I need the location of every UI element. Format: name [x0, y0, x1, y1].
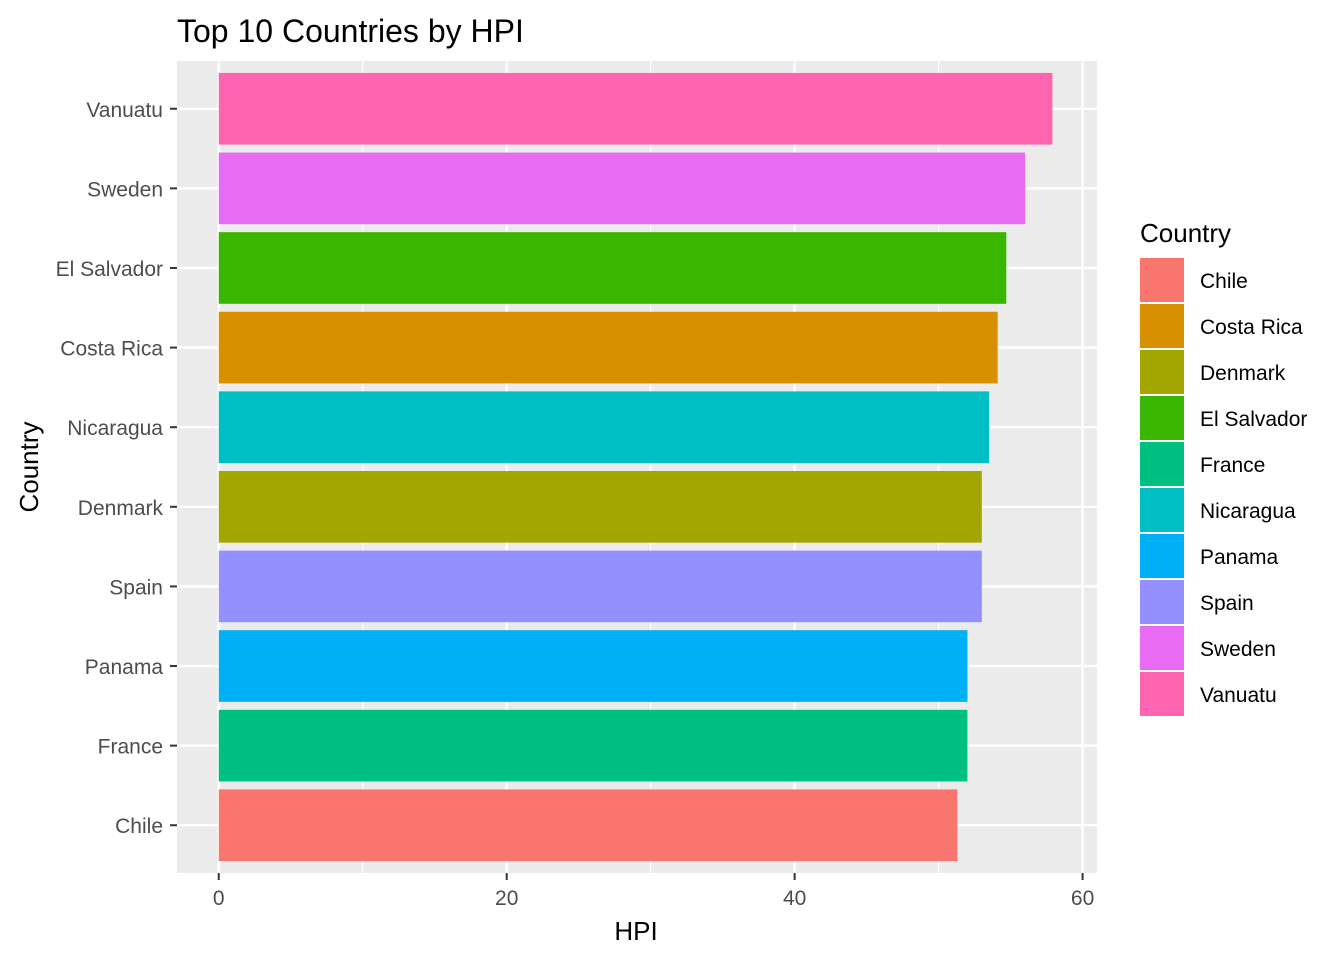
legend-label: Vanuatu: [1200, 684, 1277, 707]
legend-key: [1140, 442, 1184, 486]
legend-key: [1140, 672, 1184, 716]
legend-key: [1140, 258, 1184, 302]
bar-spain: [218, 550, 982, 623]
y-tick-label: Sweden: [87, 178, 163, 201]
legend-key: [1140, 534, 1184, 578]
bar-el-salvador: [218, 232, 1007, 304]
x-tick-label: 40: [783, 887, 806, 910]
x-axis-title: HPI: [614, 916, 657, 946]
bar-panama: [218, 630, 968, 702]
y-tick-label: France: [98, 736, 163, 759]
y-tick-label: Nicaragua: [67, 417, 163, 440]
legend-key: [1140, 580, 1184, 624]
bar-france: [218, 709, 968, 782]
legend-label: Spain: [1200, 592, 1254, 615]
legend-label: Panama: [1200, 546, 1279, 569]
y-tick-label: Panama: [85, 656, 164, 679]
legend-label: El Salvador: [1200, 408, 1307, 431]
y-axis: Vanuatu Sweden El Salvador Costa Rica Nicara…: [56, 99, 177, 838]
legend-label: Costa Rica: [1200, 316, 1303, 339]
bars: [218, 72, 1053, 862]
y-axis-title: Country: [14, 421, 44, 512]
y-tick-label: Spain: [109, 576, 163, 599]
legend-key: [1140, 626, 1184, 670]
chart-title: Top 10 Countries by HPI: [177, 13, 524, 49]
bar-nicaragua: [218, 391, 990, 464]
bar-chile: [218, 789, 958, 862]
legend-key: [1140, 350, 1184, 394]
legend-label: Denmark: [1200, 362, 1286, 385]
bar-sweden: [218, 152, 1026, 225]
bar-denmark: [218, 470, 982, 543]
legend-key: [1140, 304, 1184, 348]
bar-vanuatu: [218, 72, 1053, 145]
y-tick-label: Costa Rica: [60, 338, 163, 361]
legend-key: [1140, 488, 1184, 532]
y-tick-label: Chile: [115, 815, 163, 838]
legend-label: Nicaragua: [1200, 500, 1296, 523]
x-tick-label: 60: [1071, 887, 1094, 910]
legend: Country Chile Costa Rica Denmark El Salvado…: [1140, 218, 1307, 716]
x-axis: 0 20 40 60: [213, 873, 1094, 910]
y-tick-label: El Salvador: [56, 258, 163, 281]
legend-label: Chile: [1200, 270, 1248, 293]
bar-costa-rica: [218, 311, 998, 384]
x-tick-label: 0: [213, 887, 225, 910]
legend-key: [1140, 396, 1184, 440]
x-tick-label: 20: [495, 887, 518, 910]
legend-title: Country: [1140, 218, 1231, 248]
legend-label: Sweden: [1200, 638, 1276, 661]
y-tick-label: Vanuatu: [86, 99, 163, 122]
legend-label: France: [1200, 454, 1265, 477]
y-tick-label: Denmark: [78, 497, 164, 520]
